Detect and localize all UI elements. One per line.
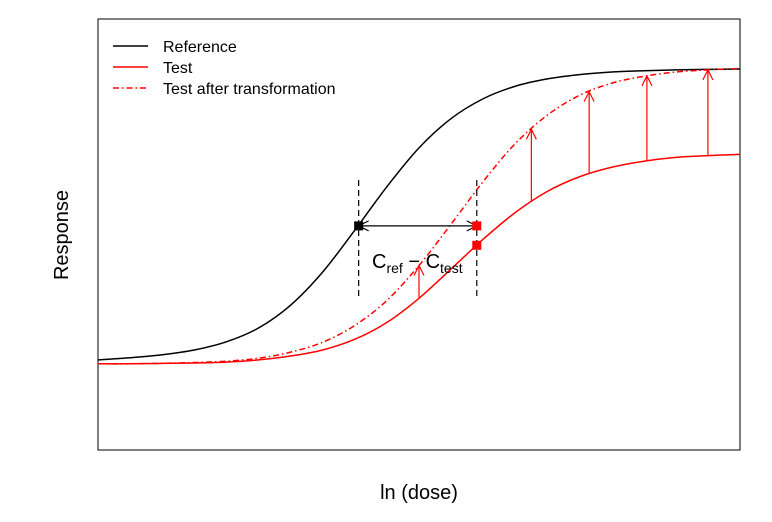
shift-label-operator: − C (403, 251, 440, 273)
transform-arrow-head-2 (583, 90, 595, 102)
annotation-layer (354, 68, 714, 299)
x-axis-title: ln (dose) (380, 482, 458, 504)
transform-arrow-head-4 (702, 68, 714, 81)
plot-frame (97, 18, 741, 451)
legend: Reference Test Test after transformation (113, 39, 336, 98)
series-line-1 (98, 153, 740, 365)
y-axis-title: Response (51, 190, 73, 280)
test-point-marker (472, 240, 482, 250)
transform-arrow-head-0 (413, 264, 425, 276)
series-layer (98, 67, 740, 365)
legend-label-test-transformed: Test after transformation (163, 81, 336, 98)
transformed-point-marker (472, 221, 482, 231)
transform-arrow-head-3 (641, 74, 653, 87)
legend-label-reference: Reference (163, 39, 237, 56)
transform-arrow-head-1 (525, 127, 537, 140)
shift-label-sub-test: test (440, 260, 463, 276)
shift-label-sub-ref: ref (386, 260, 402, 276)
series-line-2 (98, 67, 740, 365)
shift-label: Cref − Ctest (372, 251, 463, 276)
series-line-0 (98, 68, 740, 361)
shift-label-main: C (372, 251, 386, 273)
legend-label-test: Test (163, 60, 193, 77)
reference-point-marker (354, 221, 364, 231)
